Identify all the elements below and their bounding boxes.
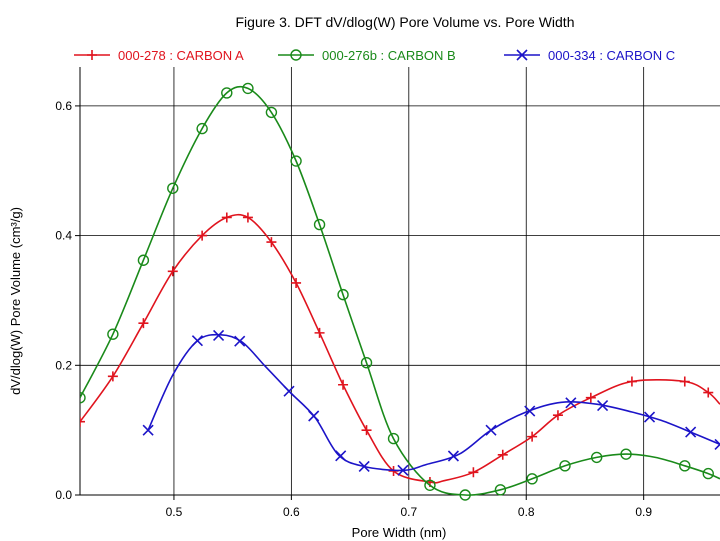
series-2-marker <box>459 489 471 501</box>
legend-label-3: 000-334 : CARBON C <box>548 48 675 63</box>
series-1-marker <box>242 212 253 223</box>
series-1-marker <box>527 431 538 442</box>
series-3-marker <box>397 464 409 476</box>
series-2-marker <box>313 218 326 231</box>
x-tick-label: 0.9 <box>635 505 652 519</box>
series-2-marker <box>424 479 436 491</box>
series-2-marker <box>107 328 119 340</box>
series-line-1 <box>80 213 720 484</box>
series-1-marker <box>221 212 232 223</box>
tick-labels: 0.5 0.6 0.7 0.8 0.9 0.0 0.2 0.4 0.6 <box>55 99 652 519</box>
series-2-marker <box>242 82 254 95</box>
series-1-marker <box>266 237 277 248</box>
series-3-marker <box>685 426 697 438</box>
series-1-marker <box>138 318 149 329</box>
series-1-marker <box>338 379 349 390</box>
series-2-marker <box>196 122 208 135</box>
series-2-marker <box>590 451 603 464</box>
legend-marker-1 <box>87 50 97 60</box>
series-3-marker <box>447 450 459 462</box>
series-line-2 <box>80 85 720 496</box>
series-2-marker <box>559 460 571 472</box>
series-1-marker <box>197 230 208 241</box>
y-tick-label: 0.6 <box>55 99 72 113</box>
series-2-marker <box>620 448 632 460</box>
series-1-marker <box>468 467 479 478</box>
series-1-marker <box>626 376 637 387</box>
series-3-marker <box>335 450 347 462</box>
series-3-marker <box>565 397 577 409</box>
x-tick-label: 0.5 <box>166 505 183 519</box>
series-2-marker <box>80 392 86 404</box>
series-line-3 <box>147 333 720 472</box>
series-2-marker <box>167 182 179 194</box>
series-1-marker <box>361 425 372 436</box>
series-2-marker <box>494 484 507 496</box>
legend-marker-3 <box>516 49 528 61</box>
series-1-marker <box>107 371 118 382</box>
series-1-marker <box>497 449 508 460</box>
series-1-marker <box>679 376 690 387</box>
y-axis-label: dV/dlog(W) Pore Volume (cm³/g) <box>8 207 23 395</box>
legend-marker-2 <box>290 49 302 61</box>
x-axis-label: Pore Width (nm) <box>352 525 447 540</box>
series-3-marker <box>485 424 497 436</box>
series-2-marker <box>526 473 538 485</box>
series-2-marker <box>290 155 302 167</box>
series-1-marker <box>552 410 563 421</box>
series-3-marker <box>234 335 246 347</box>
y-tick-label: 0.4 <box>55 229 72 243</box>
series-2-marker <box>387 432 400 445</box>
series-3-marker <box>283 385 295 397</box>
series-3-marker <box>142 424 154 436</box>
series-3-marker <box>524 405 536 417</box>
series-1-marker <box>703 387 714 398</box>
series-1-marker <box>314 327 325 338</box>
series-2-marker <box>137 254 150 266</box>
series-1-marker <box>585 392 596 403</box>
series-2-marker <box>337 288 349 301</box>
y-tick-label: 0.0 <box>55 488 72 502</box>
series-3-marker <box>191 335 203 347</box>
x-tick-label: 0.8 <box>518 505 535 519</box>
legend: 000-278 : CARBON A 000-276b : CARBON B 000… <box>74 48 675 63</box>
series-2-marker <box>265 106 278 119</box>
series-3-marker <box>714 438 720 450</box>
series-1-marker <box>291 277 302 288</box>
series-2-marker <box>360 357 373 369</box>
plot-area <box>80 82 720 501</box>
series-1-marker <box>80 416 85 427</box>
series-2-marker <box>702 467 714 480</box>
series-2-marker <box>221 87 233 99</box>
chart-title: Figure 3. DFT dV/dlog(W) Pore Volume vs.… <box>236 14 575 30</box>
legend-label-1: 000-278 : CARBON A <box>118 48 244 63</box>
y-tick-label: 0.2 <box>55 358 72 372</box>
series-1-marker <box>167 266 178 277</box>
series-2-marker <box>679 460 691 472</box>
series-3-marker <box>213 329 225 341</box>
gridlines <box>80 67 720 496</box>
series-3-marker <box>308 410 320 422</box>
x-tick-label: 0.7 <box>400 505 417 519</box>
series-3-marker <box>358 460 370 473</box>
legend-label-2: 000-276b : CARBON B <box>322 48 456 63</box>
series-3-marker <box>643 411 656 423</box>
series-3-marker <box>597 399 609 412</box>
x-tick-label: 0.6 <box>283 505 300 519</box>
